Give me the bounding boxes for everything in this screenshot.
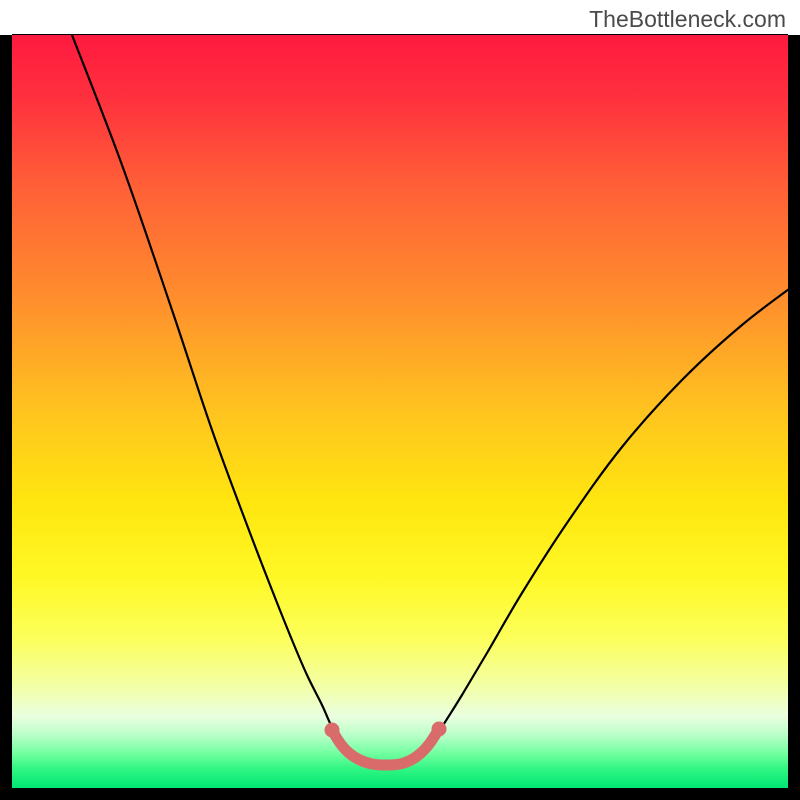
chart-stage: TheBottleneck.com: [0, 0, 800, 800]
overlay-start-dot: [325, 723, 340, 738]
header-left-pad: [0, 0, 12, 35]
watermark-label: TheBottleneck.com: [589, 6, 786, 33]
gradient-background: [12, 35, 788, 788]
chart-svg: [0, 0, 800, 800]
overlay-end-dot: [432, 722, 447, 737]
top-border-line: [0, 34, 800, 35]
header-right-pad: [788, 0, 800, 35]
